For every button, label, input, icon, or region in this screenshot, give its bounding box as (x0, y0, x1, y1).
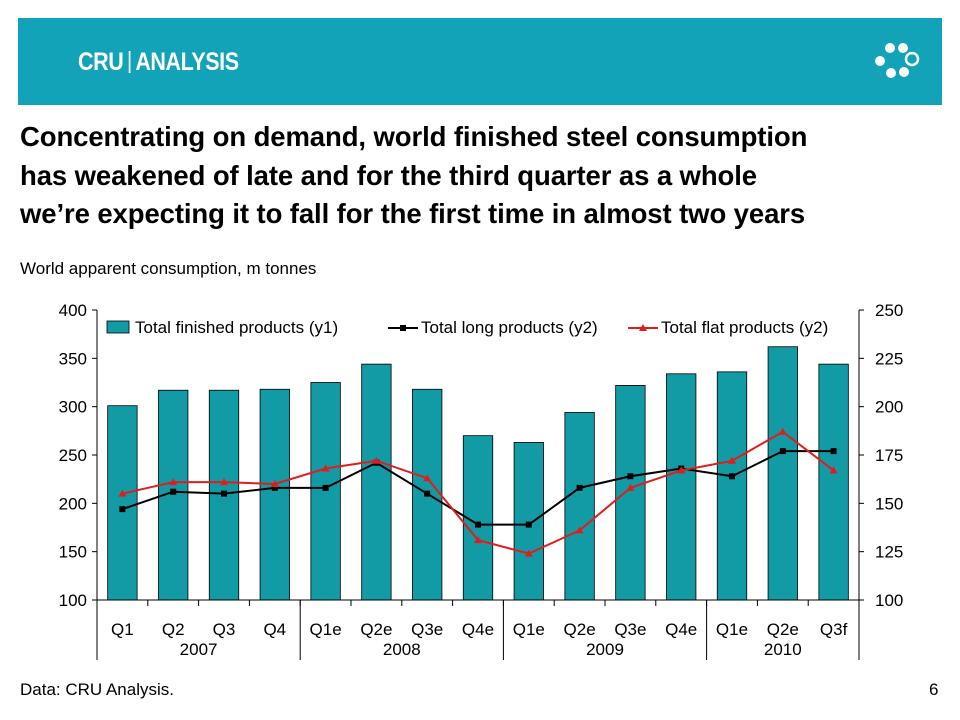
page-number: 6 (929, 680, 939, 699)
bar-total-finished (564, 412, 595, 601)
point-total-long (119, 506, 126, 513)
brand-divider (128, 51, 131, 73)
x-tick-label: Q4e (462, 620, 494, 639)
point-total-flat (169, 478, 178, 486)
legend-marker-flat (639, 324, 647, 331)
point-total-long (729, 473, 735, 480)
headline-line-2: has weakened of late and for the third q… (20, 159, 757, 191)
point-total-long (170, 488, 177, 495)
bar-total-finished (259, 388, 290, 601)
y2-tick-label: 100 (875, 591, 903, 610)
point-total-flat (423, 474, 432, 482)
x-tick-label: Q3e (411, 620, 443, 639)
y1-tick-label: 400 (59, 301, 87, 320)
legend-label-long: Total long products (y2) (421, 318, 598, 337)
point-total-long (525, 521, 532, 528)
chart-subtitle: World apparent consumption, m tonnes (20, 259, 317, 278)
x-tick-label: Q3e (614, 620, 646, 639)
bar-total-finished (818, 363, 849, 601)
point-total-long (779, 448, 786, 455)
y2-tick-label: 150 (875, 494, 903, 513)
brand-logo-text: CRU ANALYSIS (78, 48, 239, 77)
year-label: 2007 (180, 640, 218, 659)
point-total-flat (575, 526, 584, 534)
y1-tick-label: 100 (59, 591, 87, 610)
x-tick-label: Q2e (564, 620, 596, 639)
headline-line-1: Concentrating on demand, world finished … (20, 121, 808, 152)
header-banner: CRU ANALYSIS (18, 18, 942, 105)
bar-total-finished (716, 371, 748, 601)
y1-tick-label: 150 (59, 543, 87, 562)
brand-left: CRU (78, 48, 124, 76)
y2-tick-label: 225 (875, 349, 903, 368)
legend-marker-long (400, 325, 406, 331)
point-total-long (627, 473, 634, 480)
point-total-flat (677, 466, 686, 474)
x-tick-label: Q3f (820, 620, 848, 639)
point-total-long (424, 490, 431, 497)
year-label: 2008 (383, 640, 421, 659)
point-total-long (475, 521, 481, 528)
y2-tick-label: 175 (875, 446, 903, 465)
y1-tick-label: 350 (59, 349, 87, 368)
headline-line-3: we’re expecting it to fall for the first… (20, 198, 806, 229)
ring-of-dots-logo-icon (875, 43, 920, 78)
point-total-flat (372, 456, 381, 464)
year-label: 2009 (586, 640, 624, 659)
y1-tick-label: 250 (59, 446, 87, 465)
bar-total-finished (361, 363, 392, 601)
x-tick-label: Q1e (716, 620, 748, 639)
point-total-long (830, 448, 837, 455)
bar-total-finished (666, 373, 697, 601)
x-tick-label: Q1e (310, 620, 342, 639)
bar-total-finished (310, 382, 341, 601)
source-note: Data: CRU Analysis. (20, 680, 174, 699)
point-total-flat (321, 464, 330, 472)
point-total-long (322, 484, 329, 491)
headline: Concentrating on demand, world finished … (20, 118, 945, 234)
point-total-flat (118, 489, 127, 497)
x-tick-label: Q2e (360, 620, 392, 639)
point-total-flat (778, 427, 787, 435)
point-total-flat (626, 483, 635, 491)
x-tick-label: Q4e (665, 620, 697, 639)
y2-tick-label: 200 (875, 398, 903, 417)
legend-swatch-finished (106, 320, 130, 334)
point-total-long (576, 484, 583, 491)
legend-label-flat: Total flat products (y2) (661, 318, 828, 337)
point-total-flat (474, 536, 482, 544)
x-tick-label: Q4 (263, 620, 286, 639)
y2-tick-label: 250 (875, 301, 903, 320)
legend-label-finished: Total finished products (y1) (135, 318, 338, 337)
x-tick-label: Q1 (111, 620, 134, 639)
y1-tick-label: 300 (59, 398, 87, 417)
y2-tick-label: 125 (875, 543, 903, 562)
point-total-flat (829, 466, 838, 474)
consumption-chart: 100 150 200 250 300 350 400 100 125 150 175 200 225 2… (59, 301, 903, 660)
y1-tick-label: 200 (59, 494, 87, 513)
year-label: 2010 (764, 640, 802, 659)
brand-right: ANALYSIS (135, 48, 239, 76)
bar-total-finished (513, 442, 544, 601)
x-tick-label: Q2e (767, 620, 799, 639)
point-total-long (221, 490, 227, 497)
point-total-flat (270, 480, 279, 487)
point-total-flat (728, 456, 736, 464)
x-tick-label: Q2 (162, 620, 185, 639)
x-tick-label: Q1e (513, 620, 545, 639)
x-tick-label: Q3 (213, 620, 236, 639)
bar-total-finished (107, 405, 138, 601)
bar-total-finished (767, 346, 798, 601)
bar-total-finished (615, 385, 646, 601)
point-total-flat (524, 549, 533, 557)
point-total-long (271, 484, 278, 491)
point-total-flat (220, 478, 228, 486)
